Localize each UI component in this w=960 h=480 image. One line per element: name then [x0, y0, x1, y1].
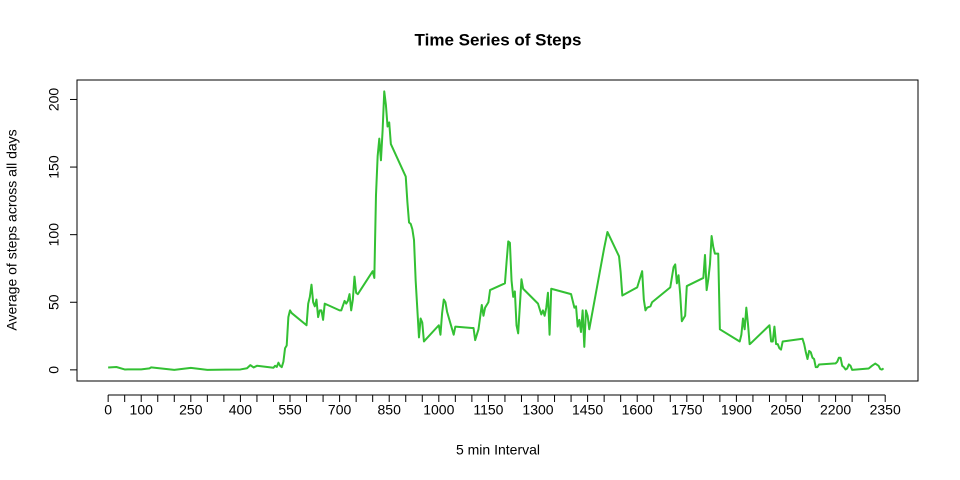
- data-line: [108, 90, 885, 371]
- x-tick-label: 1450: [572, 402, 603, 418]
- x-tick-label: 100: [130, 402, 154, 418]
- x-tick-label: 1750: [671, 402, 702, 418]
- x-tick-label: 2050: [770, 402, 801, 418]
- x-tick-label: 400: [229, 402, 253, 418]
- y-tick-label: 200: [46, 88, 62, 112]
- x-tick-label: 0: [104, 402, 112, 418]
- x-tick-label: 1300: [522, 402, 553, 418]
- x-tick-label: 1900: [721, 402, 752, 418]
- y-tick-label: 50: [46, 294, 62, 310]
- x-tick-label: 850: [378, 402, 402, 418]
- y-tick-label: 150: [46, 155, 62, 179]
- x-tick-label: 1600: [622, 402, 653, 418]
- x-axis-title: 5 min Interval: [456, 442, 540, 458]
- x-tick-label: 1000: [423, 402, 454, 418]
- x-tick-label: 2200: [820, 402, 851, 418]
- y-tick-label: 0: [46, 366, 62, 374]
- x-tick-label: 2350: [870, 402, 901, 418]
- x-tick-label: 700: [328, 402, 352, 418]
- y-tick-label: 100: [46, 223, 62, 247]
- x-tick-label: 1150: [473, 402, 503, 418]
- chart-title: Time Series of Steps: [415, 30, 582, 49]
- x-tick-label: 550: [278, 402, 302, 418]
- x-tick-label: 250: [179, 402, 203, 418]
- y-axis-title: Average of steps across all days: [4, 129, 20, 330]
